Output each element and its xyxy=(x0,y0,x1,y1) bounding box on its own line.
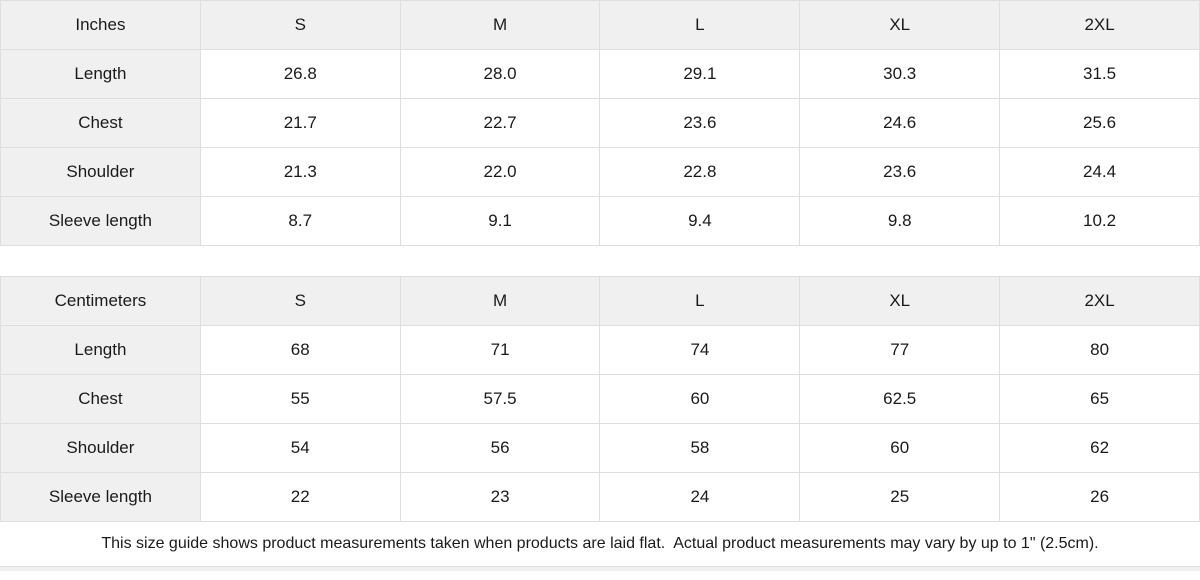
size-value-cell: 23 xyxy=(399,472,601,522)
size-value-cell: 24.4 xyxy=(999,147,1200,197)
unit-header-cell: Centimeters xyxy=(0,276,201,326)
column-header-s: S xyxy=(199,0,401,50)
table-row: Length 26.8 28.0 29.1 30.3 31.5 xyxy=(0,49,1200,99)
table-row: Shoulder 54 56 58 60 62 xyxy=(0,423,1200,473)
size-guide-note: This size guide shows product measuremen… xyxy=(0,522,1200,566)
inches-size-table: Inches S M L XL 2XL Length 26.8 28.0 29.… xyxy=(0,0,1200,246)
size-value-cell: 55 xyxy=(199,374,401,424)
size-value-cell: 8.7 xyxy=(199,196,401,246)
size-value-cell: 10.2 xyxy=(999,196,1200,246)
size-value-cell: 24 xyxy=(599,472,801,522)
size-value-cell: 77 xyxy=(799,325,1001,375)
column-header-xl: XL xyxy=(799,0,1001,50)
column-header-s: S xyxy=(199,276,401,326)
size-value-cell: 22.0 xyxy=(399,147,601,197)
size-value-cell: 26 xyxy=(999,472,1200,522)
centimeters-size-table: Centimeters S M L XL 2XL Length 68 71 74… xyxy=(0,276,1200,522)
unit-header-cell: Inches xyxy=(0,0,201,50)
size-value-cell: 9.1 xyxy=(399,196,601,246)
row-label: Shoulder xyxy=(0,423,201,473)
size-value-cell: 25 xyxy=(799,472,1001,522)
table-row: Chest 21.7 22.7 23.6 24.6 25.6 xyxy=(0,98,1200,148)
size-value-cell: 31.5 xyxy=(999,49,1200,99)
size-value-cell: 80 xyxy=(999,325,1200,375)
size-value-cell: 22 xyxy=(199,472,401,522)
size-value-cell: 71 xyxy=(399,325,601,375)
size-value-cell: 57.5 xyxy=(399,374,601,424)
size-value-cell: 56 xyxy=(399,423,601,473)
column-header-l: L xyxy=(599,0,801,50)
size-value-cell: 9.4 xyxy=(599,196,801,246)
table-spacer xyxy=(0,246,1200,276)
size-value-cell: 29.1 xyxy=(599,49,801,99)
size-value-cell: 28.0 xyxy=(399,49,601,99)
size-value-cell: 65 xyxy=(999,374,1200,424)
size-value-cell: 62 xyxy=(999,423,1200,473)
row-label: Length xyxy=(0,49,201,99)
size-value-cell: 23.6 xyxy=(599,98,801,148)
size-value-cell: 74 xyxy=(599,325,801,375)
size-value-cell: 30.3 xyxy=(799,49,1001,99)
table-header-row: Centimeters S M L XL 2XL xyxy=(0,276,1200,326)
size-value-cell: 23.6 xyxy=(799,147,1001,197)
size-value-cell: 54 xyxy=(199,423,401,473)
table-header-row: Inches S M L XL 2XL xyxy=(0,0,1200,50)
row-label: Chest xyxy=(0,374,201,424)
size-value-cell: 9.8 xyxy=(799,196,1001,246)
table-row: Sleeve length 22 23 24 25 26 xyxy=(0,472,1200,522)
row-label: Sleeve length xyxy=(0,472,201,522)
size-value-cell: 58 xyxy=(599,423,801,473)
row-label: Sleeve length xyxy=(0,196,201,246)
column-header-2xl: 2XL xyxy=(999,0,1200,50)
size-value-cell: 60 xyxy=(599,374,801,424)
column-header-2xl: 2XL xyxy=(999,276,1200,326)
table-row: Chest 55 57.5 60 62.5 65 xyxy=(0,374,1200,424)
table-row: Shoulder 21.3 22.0 22.8 23.6 24.4 xyxy=(0,147,1200,197)
column-header-m: M xyxy=(399,276,601,326)
row-label: Shoulder xyxy=(0,147,201,197)
size-value-cell: 62.5 xyxy=(799,374,1001,424)
size-value-cell: 21.3 xyxy=(199,147,401,197)
row-label: Chest xyxy=(0,98,201,148)
size-value-cell: 25.6 xyxy=(999,98,1200,148)
size-value-cell: 22.7 xyxy=(399,98,601,148)
size-value-cell: 68 xyxy=(199,325,401,375)
size-value-cell: 24.6 xyxy=(799,98,1001,148)
size-value-cell: 60 xyxy=(799,423,1001,473)
row-label: Length xyxy=(0,325,201,375)
column-header-m: M xyxy=(399,0,601,50)
size-value-cell: 26.8 xyxy=(199,49,401,99)
size-value-cell: 21.7 xyxy=(199,98,401,148)
size-value-cell: 22.8 xyxy=(599,147,801,197)
column-header-xl: XL xyxy=(799,276,1001,326)
column-header-l: L xyxy=(599,276,801,326)
next-section-edge xyxy=(0,566,1200,571)
table-row: Sleeve length 8.7 9.1 9.4 9.8 10.2 xyxy=(0,196,1200,246)
table-row: Length 68 71 74 77 80 xyxy=(0,325,1200,375)
